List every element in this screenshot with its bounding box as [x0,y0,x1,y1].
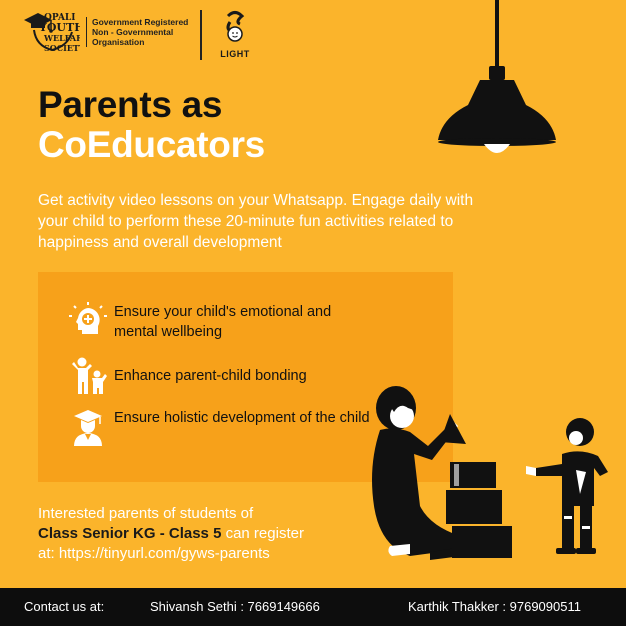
brain-head-icon [69,302,107,334]
intro-paragraph: Get activity video lessons on your Whats… [38,192,474,251]
contact-label: Contact us at: [24,599,105,614]
contact-karthik[interactable]: Karthik Thakker : 9769090511 [408,599,581,614]
svg-text:SOCIETY: SOCIETY [44,43,80,53]
cta-line-1: Interested parents of students of [38,505,254,522]
parent-child-icon [72,357,107,394]
svg-text:OPALI: OPALI [44,13,75,23]
org-line-1: Government Registered [92,17,189,27]
light-label: LIGHT [220,49,250,59]
org-line-3: Organisation [92,37,145,47]
benefit-text: Ensure holistic development of the child [114,410,370,426]
benefit-text: Ensure your child's emotional and mental… [114,304,332,340]
svg-text:WELFARE: WELFARE [43,33,80,43]
benefit-item: Ensure holistic development of the child [68,408,374,448]
contact-footer: Contact us at: Shivansh Sethi : 76691496… [0,588,626,626]
benefit-text: Enhance parent-child bonding [114,368,307,384]
child-figure [526,418,608,554]
cta-line-2-rest: can register [221,525,304,542]
svg-text:YOUTH: YOUTH [38,21,80,34]
benefit-item: Ensure your child's emotional and mental… [68,302,374,342]
light-logo: LIGHT [218,10,252,59]
gyws-wordmark: OPALI YOUTH WELFARE SOCIETY [38,13,80,53]
org-registration-text: Government Registered Non - Governmental… [86,17,188,47]
gyws-emblem: GOPALI YOUTH WELFARE SOCIETY OPALI YOUTH… [22,10,80,54]
gyws-logo: GOPALI YOUTH WELFARE SOCIETY OPALI YOUTH… [22,10,188,54]
cta-line-2: Class Senior KG - Class 5 can register [38,524,368,544]
eligible-classes: Class Senior KG - Class 5 [38,525,222,542]
headline-line-2: CoEducators [38,124,265,165]
registration-link[interactable]: at: https://tinyurl.com/gyws-parents [38,545,270,562]
graduate-icon [74,410,102,446]
light-bulb-icon [226,11,245,42]
graduation-cap-icon [24,13,73,52]
logo-divider [200,10,202,60]
benefit-item: Enhance parent-child bonding [68,356,374,396]
org-line-2: Non - Governmental [92,27,174,37]
registration-info: Interested parents of students of Class … [38,504,368,564]
headline-line-1: Parents as [38,84,223,125]
toy-blocks [440,414,512,558]
pendant-lamp-icon [438,0,556,153]
contact-shivansh[interactable]: Shivansh Sethi : 7669149666 [150,599,320,614]
parent-child-blocks-illustration [372,386,608,560]
